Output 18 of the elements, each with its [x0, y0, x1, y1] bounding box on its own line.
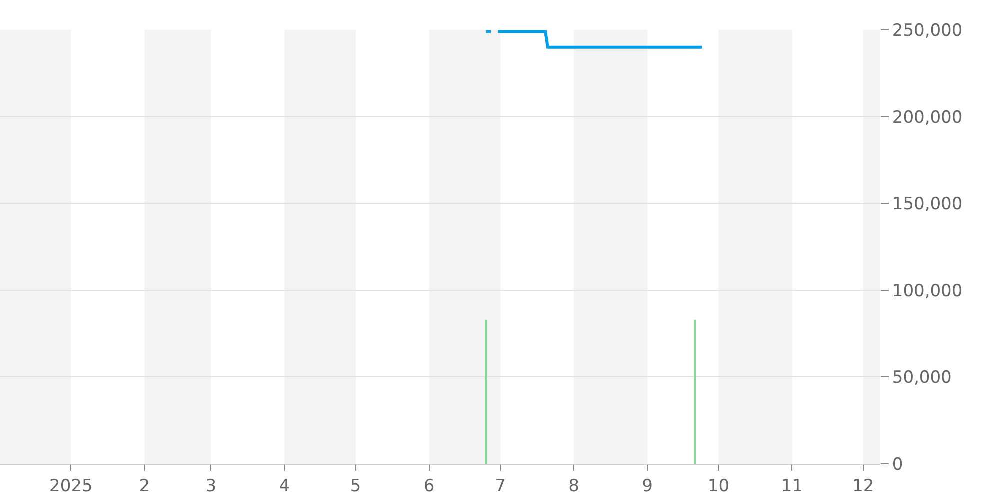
x-tick-label: 2025	[50, 476, 93, 496]
x-tick-label: 8	[568, 476, 580, 496]
x-tick-label: 9	[642, 476, 653, 496]
x-tick-label: 3	[206, 476, 217, 496]
y-tick-label: 150,000	[892, 194, 963, 215]
y-tick-label: 250,000	[892, 20, 963, 41]
y-tick-label: 200,000	[892, 108, 963, 128]
x-tick-label: 4	[279, 476, 290, 496]
x-tick-label: 5	[350, 476, 362, 496]
y-tick-label: 100,000	[892, 281, 963, 302]
y-tick-label: 50,000	[892, 368, 952, 388]
x-tick-label: 2	[139, 476, 150, 496]
x-tick-label: 11	[781, 476, 804, 496]
x-tick-label: 6	[424, 476, 435, 496]
x-tick-label: 7	[495, 476, 506, 496]
x-tick-label: 12	[852, 476, 874, 496]
y-tick-label: 0	[892, 454, 904, 475]
x-tick-label: 10	[708, 476, 730, 496]
